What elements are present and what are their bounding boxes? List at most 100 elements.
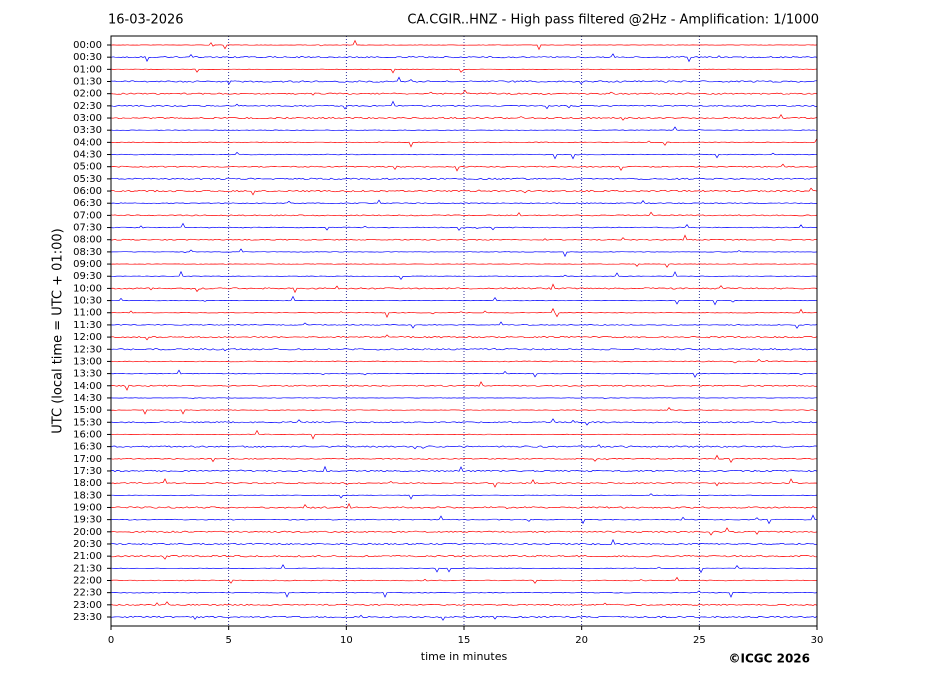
trace bbox=[110, 397, 817, 400]
x-axis-label: time in minutes bbox=[421, 650, 508, 663]
y-tick-label: 11:00 bbox=[73, 308, 102, 319]
y-tick-label: 02:30 bbox=[73, 101, 102, 112]
y-tick-label: 05:30 bbox=[73, 174, 102, 185]
trace bbox=[110, 222, 818, 231]
y-tick-label: 20:00 bbox=[73, 527, 102, 538]
trace bbox=[110, 334, 818, 341]
y-tick-label: 00:30 bbox=[73, 52, 102, 63]
y-tick-label: 22:00 bbox=[73, 575, 102, 586]
y-tick-label: 21:00 bbox=[73, 551, 102, 562]
trace bbox=[110, 53, 818, 63]
trace bbox=[110, 39, 818, 51]
trace bbox=[110, 248, 818, 258]
trace bbox=[110, 295, 818, 306]
y-tick-label: 14:30 bbox=[73, 393, 102, 404]
trace bbox=[110, 614, 818, 621]
trace bbox=[110, 234, 818, 241]
trace bbox=[110, 126, 818, 131]
trace bbox=[110, 576, 818, 584]
y-tick-label: 04:00 bbox=[73, 137, 102, 148]
y-tick-label: 22:30 bbox=[73, 588, 102, 599]
trace bbox=[110, 381, 818, 391]
y-tick-label: 19:00 bbox=[73, 502, 102, 513]
y-tick-label: 16:00 bbox=[73, 429, 102, 440]
x-tick-label: 15 bbox=[458, 635, 471, 646]
y-tick-label: 17:00 bbox=[73, 454, 102, 465]
trace bbox=[110, 307, 817, 318]
y-tick-label: 23:30 bbox=[73, 612, 102, 623]
trace bbox=[110, 76, 817, 85]
trace bbox=[110, 151, 818, 160]
y-tick-label: 06:30 bbox=[73, 198, 102, 209]
y-tick-label: 12:00 bbox=[73, 332, 102, 343]
y-tick-label: 01:00 bbox=[73, 64, 102, 75]
y-tick-label: 16:30 bbox=[73, 442, 102, 453]
x-tick-label: 0 bbox=[108, 635, 114, 646]
y-tick-label: 10:30 bbox=[73, 296, 102, 307]
x-tick-label: 30 bbox=[811, 635, 824, 646]
trace bbox=[110, 478, 818, 488]
y-tick-label: 09:00 bbox=[73, 259, 102, 270]
trace bbox=[111, 554, 817, 560]
y-tick-label: 18:00 bbox=[73, 478, 102, 489]
trace bbox=[110, 514, 818, 525]
trace bbox=[110, 418, 818, 426]
trace bbox=[110, 283, 818, 294]
trace bbox=[110, 444, 818, 450]
y-tick-label: 05:00 bbox=[73, 162, 102, 173]
y-tick-label: 13:30 bbox=[73, 369, 102, 380]
y-axis-label: UTC (local time = UTC + 01:00) bbox=[51, 228, 66, 433]
trace bbox=[110, 590, 818, 598]
y-tick-label: 02:00 bbox=[73, 89, 102, 100]
trace bbox=[110, 502, 818, 510]
trace bbox=[110, 114, 818, 121]
trace bbox=[110, 163, 818, 172]
y-tick-label: 15:30 bbox=[73, 417, 102, 428]
y-tick-label: 06:00 bbox=[73, 186, 102, 197]
trace bbox=[110, 564, 818, 574]
chart-title: CA.CGIR..HNZ - High pass filtered @2Hz -… bbox=[407, 13, 819, 28]
y-tick-label: 15:00 bbox=[73, 405, 102, 416]
trace bbox=[110, 100, 817, 110]
trace bbox=[110, 429, 818, 440]
y-tick-label: 14:00 bbox=[73, 381, 102, 392]
y-tick-label: 21:30 bbox=[73, 563, 102, 574]
trace bbox=[110, 407, 818, 415]
trace bbox=[110, 263, 818, 268]
x-tick-label: 10 bbox=[340, 635, 353, 646]
y-tick-label: 08:00 bbox=[73, 235, 102, 246]
y-tick-label: 10:00 bbox=[73, 283, 102, 294]
trace bbox=[110, 348, 818, 352]
y-tick-label: 04:30 bbox=[73, 150, 102, 161]
trace bbox=[110, 358, 818, 364]
y-tick-label: 07:00 bbox=[73, 210, 102, 221]
y-tick-label: 17:30 bbox=[73, 466, 102, 477]
y-tick-label: 03:00 bbox=[73, 113, 102, 124]
trace bbox=[110, 187, 818, 196]
trace bbox=[110, 321, 818, 329]
trace bbox=[110, 465, 818, 473]
trace bbox=[111, 138, 818, 148]
plot-area bbox=[110, 36, 818, 626]
trace bbox=[111, 493, 818, 500]
trace bbox=[110, 211, 818, 217]
trace bbox=[110, 454, 817, 463]
trace bbox=[110, 538, 818, 546]
y-tick-label: 20:30 bbox=[73, 539, 102, 550]
date: 16-03-2026 bbox=[108, 13, 184, 28]
y-tick-label: 18:30 bbox=[73, 490, 102, 501]
trace bbox=[110, 199, 818, 204]
y-tick-label: 23:00 bbox=[73, 600, 102, 611]
y-tick-label: 11:30 bbox=[73, 320, 102, 331]
y-tick-label: 00:00 bbox=[73, 40, 102, 51]
y-tick-label: 19:30 bbox=[73, 515, 102, 526]
y-tick-label: 13:00 bbox=[73, 356, 102, 367]
trace bbox=[111, 270, 818, 281]
y-tick-label: 12:30 bbox=[73, 344, 102, 355]
x-tick-label: 5 bbox=[225, 635, 231, 646]
y-tick-label: 09:30 bbox=[73, 271, 102, 282]
trace bbox=[110, 527, 818, 536]
trace bbox=[110, 89, 818, 96]
x-tick-label: 20 bbox=[575, 635, 588, 646]
trace bbox=[110, 68, 818, 74]
